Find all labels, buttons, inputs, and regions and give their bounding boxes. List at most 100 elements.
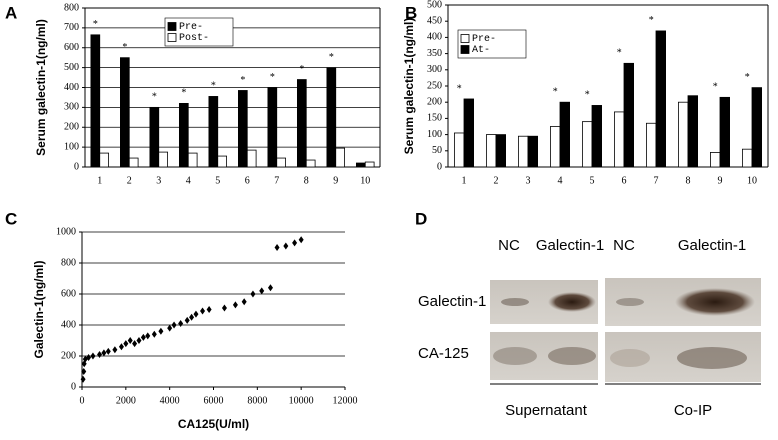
point [80, 375, 86, 383]
legend-label: At- [472, 45, 490, 56]
x-tick-label: 10 [747, 175, 757, 186]
bar [128, 157, 139, 168]
point [259, 287, 265, 295]
annotation: * [745, 72, 750, 83]
legend-swatch [167, 33, 177, 42]
point [101, 349, 107, 357]
x-tick-label: 1 [97, 175, 102, 186]
bar [751, 87, 763, 168]
x-tick-label: 12000 [333, 395, 358, 406]
blot-band [548, 292, 596, 312]
blot-band [493, 347, 537, 365]
x-tick-label: 6000 [204, 395, 224, 406]
y-tick-label: 350 [427, 48, 442, 59]
y-axis-label: Serum galectin-1(ng/ml) [34, 19, 48, 156]
legend-label: Pre- [179, 22, 203, 33]
annotation: * [93, 19, 98, 30]
x-tick-label: 2 [494, 175, 499, 186]
x-tick-label: 10 [360, 175, 370, 186]
annotation: * [649, 15, 654, 26]
point [86, 354, 92, 362]
bar [453, 132, 465, 168]
point [145, 332, 151, 340]
point [241, 298, 247, 306]
y-tick-label: 100 [427, 129, 442, 140]
x-tick-label: 3 [156, 175, 161, 186]
bar [99, 152, 110, 168]
legend-swatch [167, 22, 177, 31]
point [200, 307, 206, 315]
x-tick-label: 5 [590, 175, 595, 186]
blot-band [610, 349, 650, 367]
bar [364, 161, 375, 168]
y-tick-label: 200 [427, 96, 442, 107]
x-tick-label: 7 [654, 175, 659, 186]
point [151, 330, 157, 338]
bar [276, 157, 287, 168]
bar [237, 90, 248, 168]
annotation: * [211, 81, 216, 92]
annotation: * [329, 52, 334, 63]
x-tick-label: 6 [245, 175, 250, 186]
y-tick-label: 0 [74, 161, 79, 172]
point [140, 333, 146, 341]
group-label: Supernatant [505, 402, 588, 419]
point [283, 242, 289, 250]
blot-band [616, 298, 644, 306]
panel-label: D [415, 209, 427, 228]
annotation: * [240, 75, 245, 86]
y-tick-label: 500 [427, 0, 442, 10]
column-label: Galectin-1 [536, 237, 604, 254]
bar [719, 96, 731, 168]
column-label: Galectin-1 [678, 237, 746, 254]
point [274, 244, 280, 251]
bar [463, 98, 475, 168]
bar [678, 101, 689, 168]
x-tick-label: 8 [686, 175, 691, 186]
y-tick-label: 300 [427, 64, 442, 75]
blot-panel: D NC Galectin-1 NC Galectin-1 Galectin-1… [415, 209, 761, 419]
bar [623, 62, 635, 168]
bar [305, 159, 316, 168]
y-tick-label: 600 [61, 288, 76, 299]
point [118, 343, 124, 351]
point [250, 290, 256, 298]
legend-label: Pre- [472, 34, 496, 45]
x-axis-label: CA125(U/ml) [178, 417, 249, 431]
y-tick-label: 50 [432, 145, 442, 156]
point [167, 324, 173, 332]
x-tick-label: 2 [127, 175, 132, 186]
point [127, 337, 133, 344]
row-label: Galectin-1 [418, 293, 486, 310]
bar [217, 155, 228, 168]
bar [485, 134, 497, 168]
point [184, 316, 190, 324]
annotation: * [181, 88, 186, 99]
y-tick-label: 300 [64, 102, 79, 113]
bar [582, 121, 593, 168]
y-tick-label: 700 [64, 22, 79, 33]
point [158, 327, 164, 335]
y-tick-label: 400 [427, 32, 442, 43]
point [123, 340, 129, 348]
y-axis-label: Serum galectin-1(ng/ml) [402, 18, 416, 155]
bar [550, 126, 561, 168]
bar [646, 122, 657, 168]
bar [559, 101, 571, 168]
annotation: * [713, 82, 718, 93]
x-tick-label: 4 [186, 175, 191, 186]
point [97, 350, 103, 358]
panel-label: C [5, 209, 17, 228]
y-tick-label: 400 [64, 82, 79, 93]
legend-swatch [460, 34, 470, 43]
x-tick-label: 5 [215, 175, 220, 186]
y-tick-label: 450 [427, 15, 442, 26]
point [105, 347, 111, 355]
annotation: * [152, 92, 157, 103]
x-tick-label: 9 [718, 175, 723, 186]
y-tick-label: 400 [61, 319, 76, 330]
bar [246, 149, 257, 168]
x-tick-label: 8 [304, 175, 309, 186]
point [178, 319, 184, 327]
